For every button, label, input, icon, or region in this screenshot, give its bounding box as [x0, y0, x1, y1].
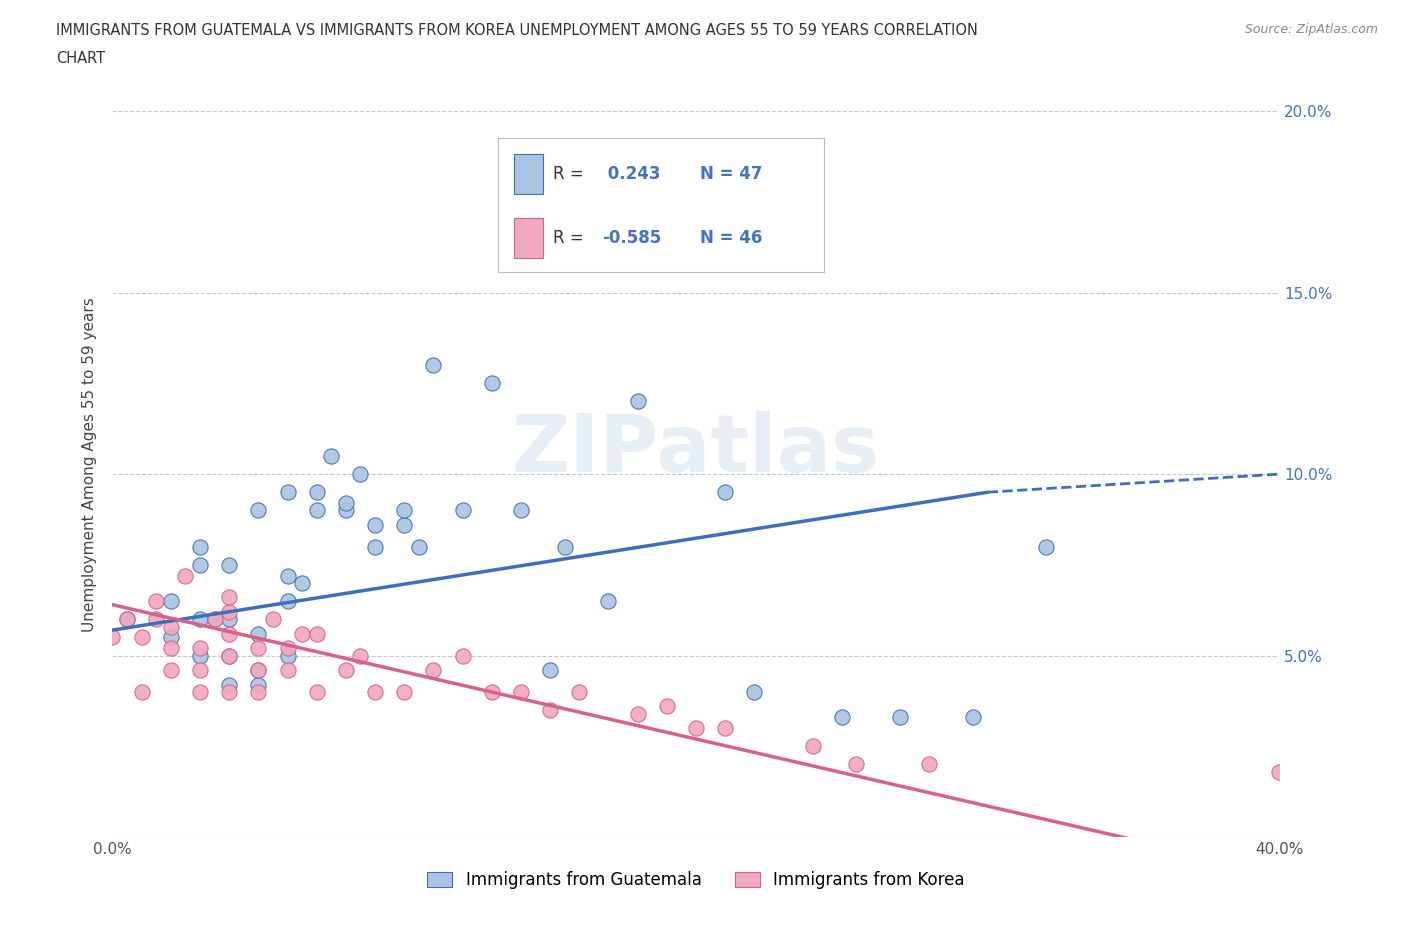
Point [145, 593, 167, 608]
Point [481, 376, 503, 391]
Point [831, 710, 853, 724]
Point [247, 662, 270, 677]
Point [742, 684, 765, 699]
Point [276, 648, 298, 663]
Point [204, 612, 226, 627]
Point [364, 517, 387, 532]
Point [188, 539, 211, 554]
Point [335, 662, 357, 677]
Point [247, 626, 270, 641]
Point [554, 539, 576, 554]
Point [335, 503, 357, 518]
Point [188, 557, 211, 572]
Point [262, 612, 284, 627]
Point [276, 641, 298, 656]
Point [845, 757, 868, 772]
Point [276, 593, 298, 608]
Text: Source: ZipAtlas.com: Source: ZipAtlas.com [1244, 23, 1378, 36]
Point [364, 539, 387, 554]
Point [714, 485, 737, 499]
Point [276, 662, 298, 677]
Point [218, 604, 240, 619]
Point [160, 662, 183, 677]
Point [714, 721, 737, 736]
Point [685, 721, 707, 736]
Point [247, 641, 270, 656]
Point [160, 593, 183, 608]
Point [305, 485, 328, 499]
Point [131, 684, 153, 699]
Point [451, 648, 474, 663]
Point [655, 699, 678, 714]
Point [101, 630, 124, 644]
Point [627, 706, 650, 721]
Point [918, 757, 941, 772]
Point [188, 662, 211, 677]
Point [598, 593, 620, 608]
Point [218, 648, 240, 663]
Point [305, 626, 328, 641]
Point [160, 619, 183, 634]
Point [188, 648, 211, 663]
Point [509, 503, 531, 518]
Point [1035, 539, 1057, 554]
Text: IMMIGRANTS FROM GUATEMALA VS IMMIGRANTS FROM KOREA UNEMPLOYMENT AMONG AGES 55 TO: IMMIGRANTS FROM GUATEMALA VS IMMIGRANTS … [56, 23, 979, 38]
Point [394, 503, 416, 518]
Point [174, 568, 197, 583]
Point [218, 648, 240, 663]
Point [889, 710, 911, 724]
Point [451, 503, 474, 518]
Point [218, 677, 240, 692]
Point [408, 539, 430, 554]
Point [204, 612, 226, 627]
Point [481, 684, 503, 699]
Point [145, 612, 167, 627]
Point [218, 626, 240, 641]
Point [568, 684, 591, 699]
Point [394, 517, 416, 532]
Point [160, 630, 183, 644]
Point [188, 684, 211, 699]
Point [188, 641, 211, 656]
Text: CHART: CHART [56, 51, 105, 66]
Point [276, 485, 298, 499]
Point [291, 576, 314, 591]
Text: ZIPatlas: ZIPatlas [512, 411, 880, 489]
Point [364, 684, 387, 699]
Point [538, 702, 561, 717]
Point [538, 662, 561, 677]
Point [188, 612, 211, 627]
Point [422, 358, 444, 373]
Point [218, 590, 240, 604]
Point [321, 448, 343, 463]
Point [685, 194, 707, 209]
Point [509, 684, 531, 699]
Point [422, 662, 444, 677]
Point [218, 612, 240, 627]
Point [247, 503, 270, 518]
Point [115, 612, 138, 627]
Point [627, 394, 650, 409]
Legend: Immigrants from Guatemala, Immigrants from Korea: Immigrants from Guatemala, Immigrants fr… [420, 864, 972, 896]
Point [247, 684, 270, 699]
Point [1268, 764, 1291, 779]
Point [218, 557, 240, 572]
Point [962, 710, 984, 724]
Point [394, 684, 416, 699]
Point [801, 738, 824, 753]
Point [291, 626, 314, 641]
Point [247, 677, 270, 692]
Point [349, 467, 371, 482]
Point [131, 630, 153, 644]
Point [276, 568, 298, 583]
Point [218, 684, 240, 699]
Point [349, 648, 371, 663]
Point [160, 641, 183, 656]
Y-axis label: Unemployment Among Ages 55 to 59 years: Unemployment Among Ages 55 to 59 years [82, 298, 97, 632]
Point [335, 496, 357, 511]
Point [305, 684, 328, 699]
Point [305, 503, 328, 518]
Point [247, 662, 270, 677]
Point [115, 612, 138, 627]
